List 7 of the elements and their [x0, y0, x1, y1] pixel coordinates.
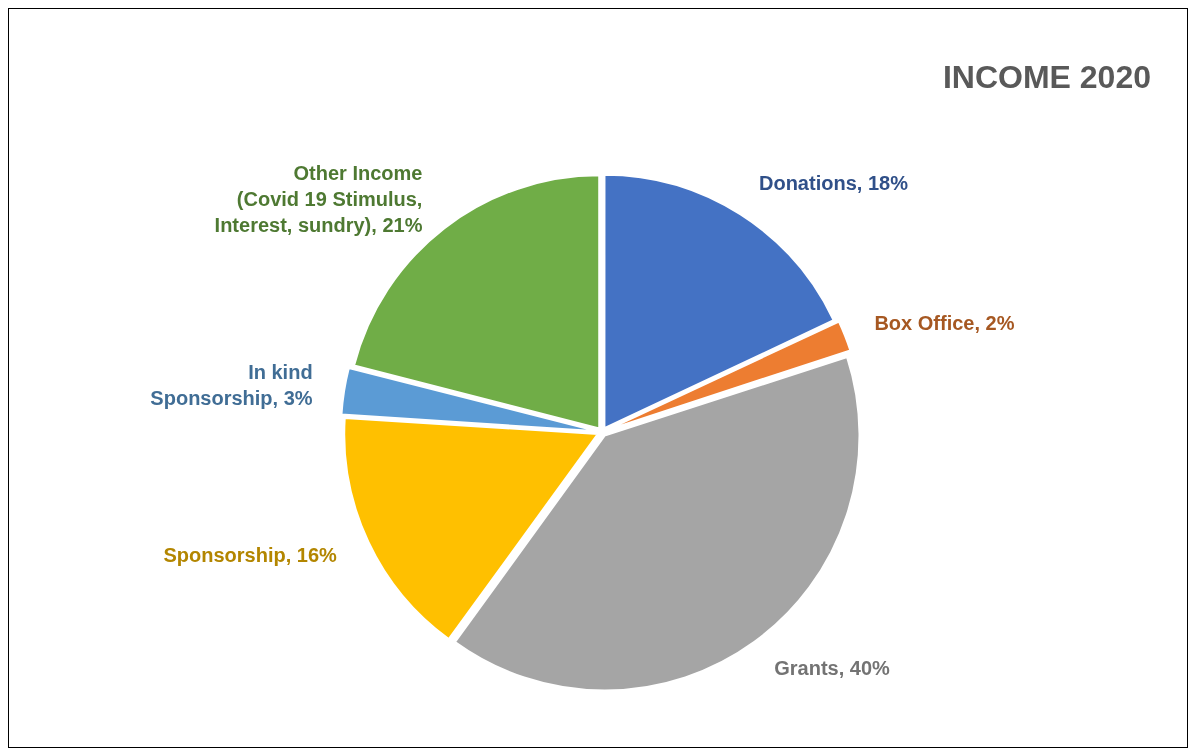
slice-label: Donations, 18% [759, 172, 909, 195]
slice-label: Sponsorship, 16% [163, 544, 338, 567]
chart-title: INCOME 2020 [942, 59, 1151, 96]
slice-label: Other Income (Covid 19 Stimulus, Interest, sundry), 21% [214, 162, 423, 236]
slice-label: Grants, 40% [774, 656, 891, 679]
slice-label: Box Office, 2% [874, 311, 1015, 334]
slice-label: In kind Sponsorship, 3% [150, 360, 313, 409]
